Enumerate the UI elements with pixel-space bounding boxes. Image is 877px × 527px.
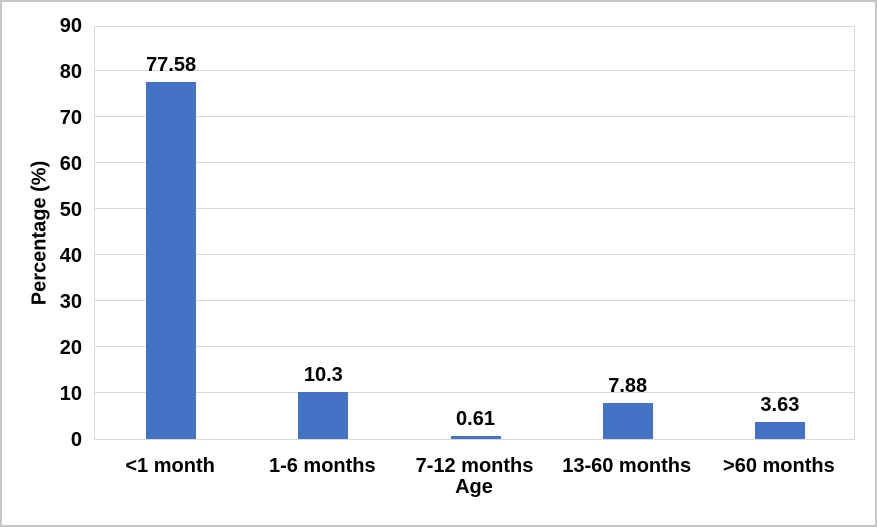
gridline	[95, 70, 854, 71]
y-axis-title: Percentage (%)	[28, 160, 51, 306]
gridline	[95, 346, 854, 347]
plot-area: 77.58 10.3 0.61 7.88 3.63	[94, 26, 855, 440]
y-tick-label: 80	[59, 61, 82, 83]
bar	[450, 436, 501, 439]
y-tick-label: 40	[59, 245, 82, 267]
bar-value-label: 77.58	[146, 54, 197, 77]
y-tick-label: 50	[59, 199, 82, 221]
gridline	[95, 254, 854, 255]
bar-value-label: 7.88	[608, 374, 648, 397]
y-tick-label: 70	[59, 107, 82, 129]
y-tick-label: 30	[59, 291, 82, 313]
x-tick-label: 13-60 months	[562, 455, 692, 477]
y-tick-label: 10	[59, 383, 82, 405]
bar-value-label: 3.63	[760, 394, 800, 417]
gridline	[95, 392, 854, 393]
x-tick-label: <1 month	[125, 455, 215, 477]
bar	[298, 391, 349, 439]
bar	[754, 422, 805, 439]
gridline	[95, 162, 854, 163]
gridline	[95, 300, 854, 301]
gridline	[95, 208, 854, 209]
x-axis-title: Age	[455, 476, 493, 498]
x-tick-label: 1-6 months	[268, 455, 376, 477]
bar-value-label: 10.3	[303, 363, 343, 386]
bar	[602, 402, 653, 439]
bar	[146, 82, 197, 439]
y-tick-label: 20	[59, 337, 82, 359]
y-tick-label: 0	[70, 429, 82, 451]
x-tick-label: 7-12 months	[415, 455, 534, 477]
gridline	[95, 116, 854, 117]
y-tick-label: 90	[59, 15, 82, 37]
y-tick-label: 60	[59, 153, 82, 175]
x-tick-label: >60 months	[723, 455, 835, 477]
bar-value-label: 0.61	[456, 408, 495, 431]
